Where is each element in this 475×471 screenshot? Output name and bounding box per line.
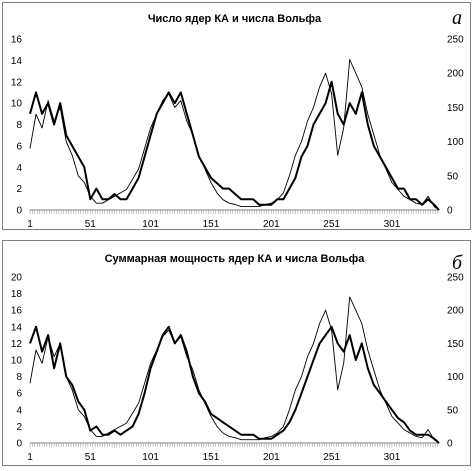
x-tick-label: 51 — [85, 219, 97, 230]
x-tick-label: 1 — [27, 219, 33, 230]
y-tick-label: 16 — [11, 35, 23, 46]
series-line-thick — [29, 325, 440, 444]
y2-tick-label: 100 — [447, 137, 464, 148]
chart-b-svg: Суммарная мощность ядер КА и числа Вольф… — [11, 252, 464, 463]
chart-a-svg: Число ядер КА и числа Вольфа а1 51 101 151 20… — [11, 7, 464, 230]
y-tick-label: 0 — [16, 206, 22, 217]
y-tick-label: 6 — [16, 389, 22, 400]
y-tick-label: 0 — [16, 439, 22, 450]
y2-tick-label: 0 — [447, 206, 453, 217]
y-tick-label: 16 — [11, 306, 23, 317]
y2-tick-label: 50 — [447, 171, 459, 182]
x-tick-label: 151 — [203, 452, 220, 463]
y-tick-label: 6 — [16, 141, 22, 152]
y-tick-label: 8 — [16, 372, 22, 383]
chart-panel-b: Суммарная мощность ядер КА и числа Вольф… — [2, 240, 471, 466]
x-tick-label: 151 — [203, 219, 220, 230]
y-tick-label: 4 — [16, 163, 22, 174]
chart-panel-a: Число ядер КА и числа Вольфа а 1 51 101 151 20… — [2, 2, 471, 230]
y-tick-label: 12 — [11, 339, 23, 350]
y2-tick-label: 0 — [447, 439, 453, 450]
y-tick-label: 8 — [16, 120, 22, 131]
y-tick-label: 14 — [11, 56, 23, 67]
x-tick-label: 201 — [263, 452, 280, 463]
panel-letter: а — [452, 7, 462, 29]
y2-tick-label: 200 — [447, 69, 464, 80]
series-line-thin — [29, 59, 440, 211]
y-tick-label: 20 — [11, 273, 23, 284]
x-tick-label: 251 — [323, 452, 340, 463]
y-tick-label: 2 — [16, 184, 22, 195]
y-tick-label: 10 — [11, 356, 23, 367]
series-line-thin — [29, 296, 440, 444]
y-tick-label: 10 — [11, 99, 23, 110]
x-tick-label: 51 — [85, 452, 97, 463]
y-tick-label: 2 — [16, 422, 22, 433]
x-tick-label: 251 — [323, 219, 340, 230]
chart-title: Число ядер КА и числа Вольфа — [148, 13, 322, 25]
x-tick-label: 201 — [263, 219, 280, 230]
chart-title: Суммарная мощность ядер КА и числа Вольф… — [105, 253, 366, 265]
y-tick-label: 18 — [11, 289, 23, 300]
x-tick-label: 101 — [142, 219, 159, 230]
panel-letter: б — [452, 252, 463, 274]
y2-tick-label: 200 — [447, 306, 464, 317]
x-tick-label: 301 — [384, 452, 401, 463]
x-tick-label: 301 — [384, 219, 401, 230]
y-tick-label: 4 — [16, 405, 22, 416]
x-tick-label: 1 — [27, 452, 33, 463]
y2-tick-label: 150 — [447, 339, 464, 350]
y-tick-label: 12 — [11, 77, 23, 88]
x-tick-label: 101 — [142, 452, 159, 463]
y-tick-label: 14 — [11, 322, 23, 333]
y2-tick-label: 250 — [447, 35, 464, 46]
series-line-thick — [29, 80, 440, 211]
y2-tick-label: 50 — [447, 405, 459, 416]
y2-tick-label: 150 — [447, 103, 464, 114]
y2-tick-label: 100 — [447, 372, 464, 383]
y2-tick-label: 250 — [447, 273, 464, 284]
